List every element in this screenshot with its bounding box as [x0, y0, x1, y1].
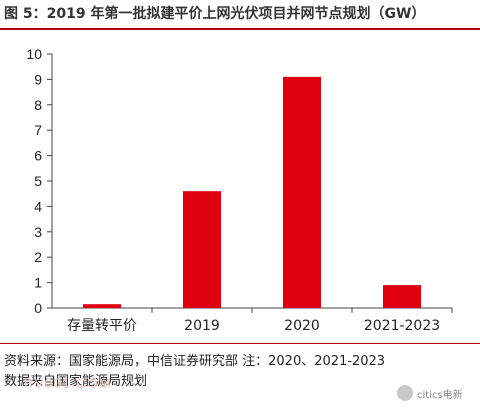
watermark-citics-label: citics电新: [417, 389, 463, 401]
bar-chart: 0 1 2 3 4 5 6 7 8 9 10 存量转平价 2019 2020 2021-2023: [26, 46, 453, 334]
y-tick-label: 2: [34, 249, 42, 265]
x-tick-label: 2021-2023: [364, 318, 440, 334]
figure-title: 图 5：2019 年第一批拟建平价上网光伏项目并网节点规划（GW）: [4, 6, 426, 22]
y-tick-label: 8: [34, 97, 42, 113]
source-line-1: 资料来源：国家能源局，中信证券研究部 注：2020、2021-2023: [4, 354, 386, 369]
bar: [283, 76, 321, 308]
bar: [383, 285, 421, 308]
y-tick-label: 6: [34, 148, 42, 164]
y-tick-label: 7: [34, 122, 42, 138]
watermark-citics: citics电新: [397, 382, 463, 404]
y-tick-label: 10: [26, 46, 42, 62]
title-divider: [0, 28, 480, 30]
y-tick-label: 1: [34, 275, 42, 291]
source-line-2: 数据来自国家能源局规划: [4, 374, 148, 389]
bar: [83, 304, 121, 308]
x-tick-label: 存量转平价: [67, 318, 137, 334]
source-divider: [0, 343, 480, 344]
y-tick-label: 9: [34, 71, 42, 87]
x-tick-label: 2019: [184, 318, 220, 334]
watermark-pv001: PV001.COM: [24, 375, 112, 391]
bar: [183, 191, 221, 308]
y-tick-label: 5: [34, 173, 42, 189]
y-tick-label: 0: [34, 300, 42, 316]
citics-logo-icon: [397, 385, 413, 401]
source-note: 资料来源：国家能源局，中信证券研究部 注：2020、2021-2023 数据来自…: [4, 352, 476, 392]
y-tick-label: 4: [34, 198, 42, 214]
x-tick-label: 2020: [284, 318, 320, 334]
y-tick-label: 3: [34, 224, 42, 240]
